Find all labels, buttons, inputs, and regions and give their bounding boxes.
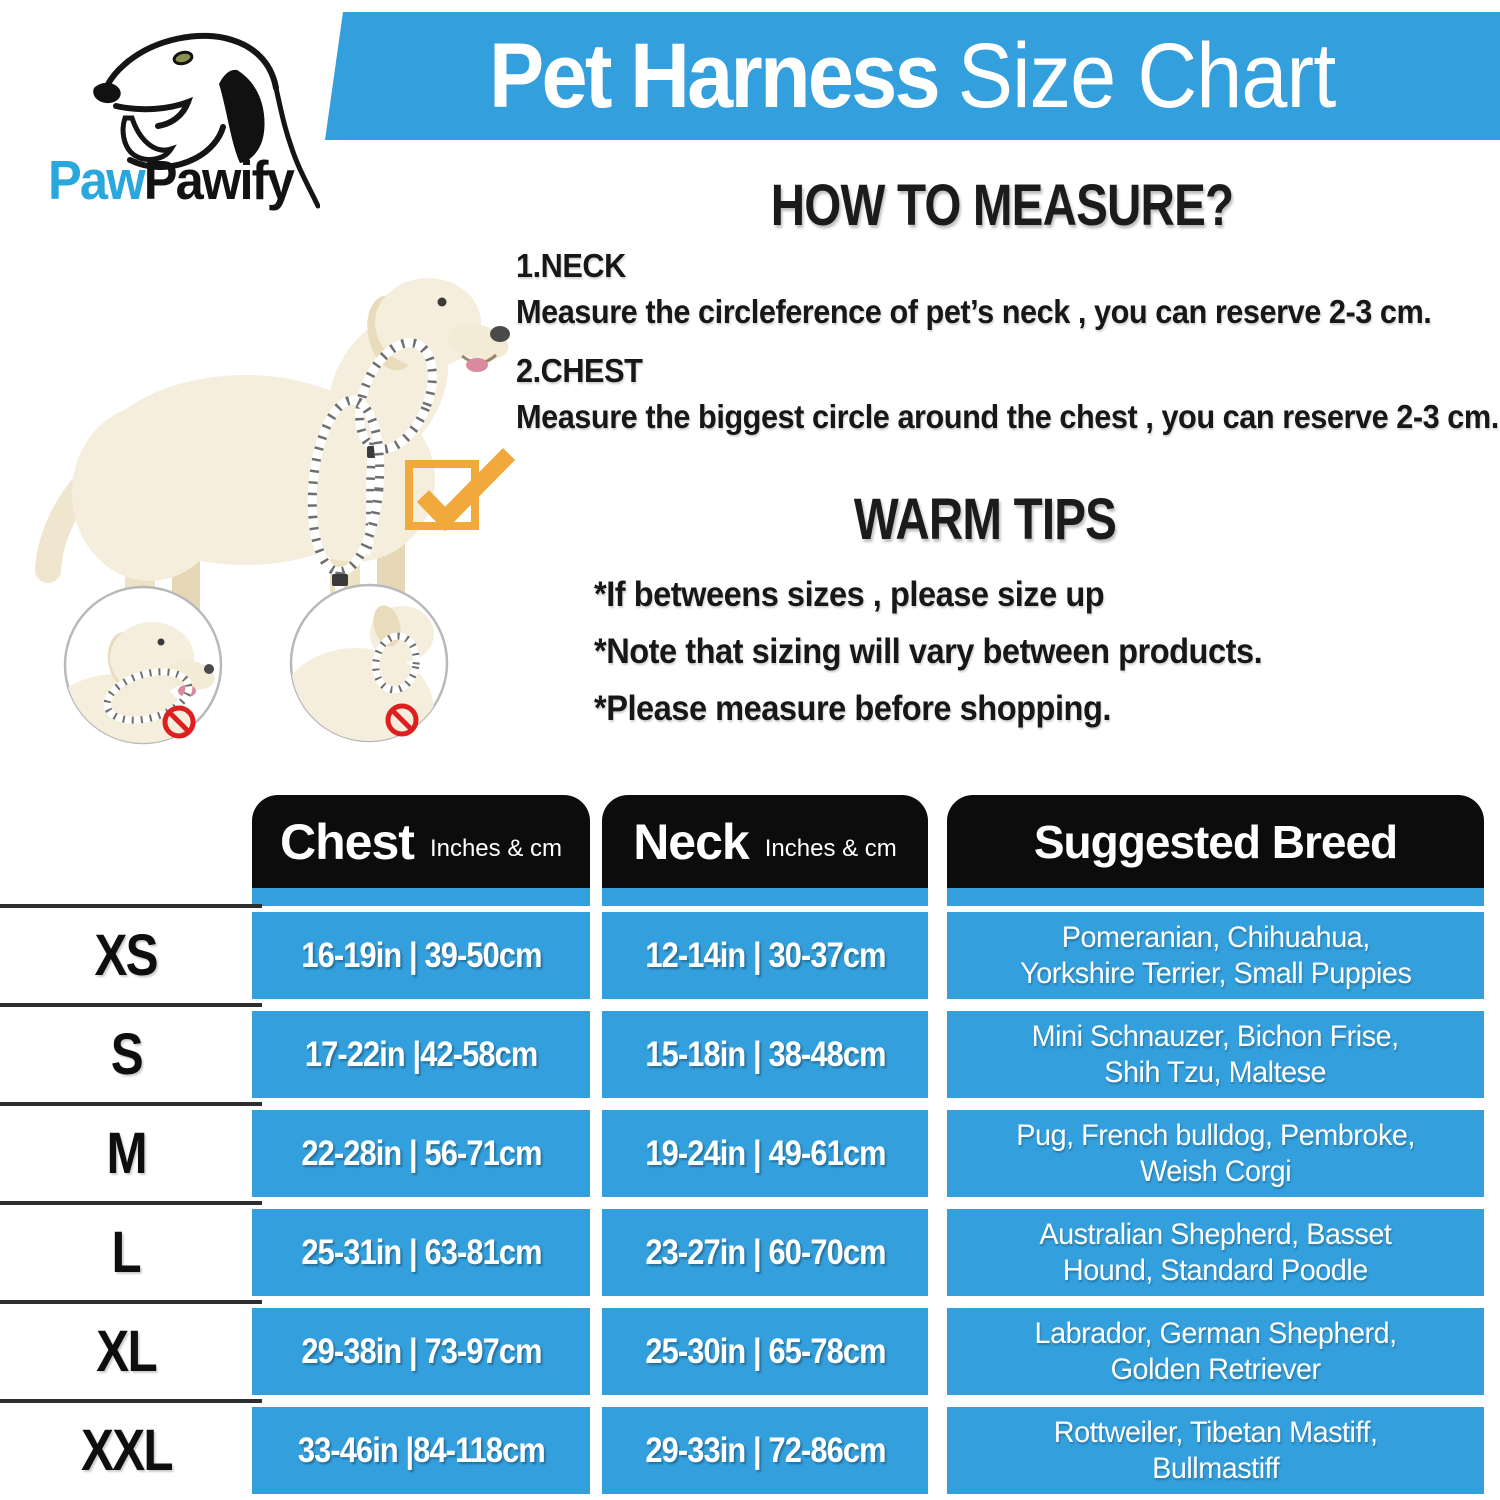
breed-line-1: Australian Shepherd, Basset	[1039, 1218, 1392, 1252]
chest-column-header: Chest Inches & cm	[252, 795, 590, 888]
neck-range: 25-30in | 65-78cm	[644, 1331, 886, 1371]
neck-header-stripe	[602, 888, 928, 906]
table-row-m: M 22-28in | 56-71cm 19-24in | 49-61cm Pu…	[0, 1102, 1500, 1203]
step-neck-text: Measure the circleference of pet’s neck …	[516, 293, 1432, 330]
chest-header-stripe	[252, 888, 590, 906]
neck-range: 23-27in | 60-70cm	[644, 1232, 886, 1272]
breed-line-1: Pomeranian, Chihuahua,	[1061, 921, 1370, 955]
dog-eye	[437, 297, 447, 307]
logo-dog-ear	[219, 69, 265, 163]
size-label: M	[106, 1121, 147, 1186]
suggested-breed: Mini Schnauzer, Bichon Frise, Shih Tzu, M…	[1031, 1019, 1400, 1090]
breed-line-1: Mini Schnauzer, Bichon Frise,	[1031, 1020, 1400, 1054]
table-row-xs: XS 16-19in | 39-50cm 12-14in | 30-37cm P…	[0, 904, 1500, 1005]
neck-range: 12-14in | 30-37cm	[644, 935, 886, 975]
chest-header-title: Chest	[280, 813, 415, 870]
chest-range: 16-19in | 39-50cm	[300, 935, 542, 975]
how-to-measure-heading: HOW TO MEASURE?	[770, 173, 1234, 238]
table-row-l: L 25-31in | 63-81cm 23-27in | 60-70cm Au…	[0, 1201, 1500, 1302]
suggested-breed: Pug, French bulldog, Pembroke, Weish Corg…	[1016, 1118, 1415, 1189]
breed-line-2: Yorkshire Terrier, Small Puppies	[1019, 956, 1412, 990]
wrong-measure-loose-icon	[63, 585, 223, 745]
wrong-measure-tight-icon	[289, 583, 449, 743]
breed-line-2: Hound, Standard Poodle	[1063, 1253, 1368, 1287]
warm-tip-3: *Please measure before shopping.	[594, 689, 1111, 728]
breed-column-header: Suggested Breed	[947, 795, 1484, 888]
page-title-light: Size Chart	[958, 24, 1336, 127]
breed-line-1: Pug, French bulldog, Pembroke,	[1016, 1119, 1415, 1153]
table-row-xxl: XXL 33-46in |84-118cm 29-33in | 72-86cm …	[0, 1399, 1500, 1500]
breed-line-1: Labrador, German Shepherd,	[1034, 1317, 1397, 1351]
dog-nose	[490, 326, 510, 342]
warm-tips-heading: WARM TIPS	[853, 487, 1117, 552]
no-sign-icon	[385, 703, 419, 737]
logo-dog-tongue	[120, 115, 177, 163]
brand-name-paw: Paw	[48, 149, 146, 211]
size-label: XXL	[80, 1418, 173, 1483]
suggested-breed: Australian Shepherd, Basset Hound, Standa…	[1039, 1217, 1392, 1288]
neck-column-header: Neck Inches & cm	[602, 795, 928, 888]
breed-header-title: Suggested Breed	[1033, 815, 1398, 868]
logo-dog-nose	[93, 82, 121, 104]
chest-range: 17-22in |42-58cm	[304, 1034, 538, 1074]
step-chest-label: 2.CHEST	[516, 352, 643, 389]
suggested-breed: Labrador, German Shepherd, Golden Retriev…	[1034, 1316, 1397, 1387]
suggested-breed: Rottweiler, Tibetan Mastiff, Bullmastiff	[1054, 1415, 1378, 1486]
breed-line-2: Bullmastiff	[1151, 1451, 1280, 1485]
brand-name: PawPawify	[48, 148, 295, 212]
size-label: XS	[94, 923, 159, 988]
logo-dog-eye	[172, 50, 194, 66]
chest-range: 22-28in | 56-71cm	[300, 1133, 542, 1173]
chest-header-unit: Inches & cm	[429, 834, 562, 862]
brand-name-pawify: Pawify	[143, 149, 295, 211]
dog-head-logo-icon	[93, 32, 320, 209]
warm-tip-1: *If betweens sizes , please size up	[594, 575, 1105, 614]
table-row-s: S 17-22in |42-58cm 15-18in | 38-48cm Min…	[0, 1003, 1500, 1104]
page-title-bold: Pet Harness	[489, 24, 941, 127]
warm-tip-2: *Note that sizing will vary between prod…	[594, 632, 1263, 671]
chest-range: 29-38in | 73-97cm	[300, 1331, 542, 1371]
no-sign-icon	[162, 705, 196, 739]
breed-line-1: Rottweiler, Tibetan Mastiff,	[1053, 1416, 1378, 1450]
neck-range: 29-33in | 72-86cm	[644, 1430, 886, 1470]
breed-header-stripe	[947, 888, 1484, 906]
neck-header-title: Neck	[633, 813, 750, 870]
header-banner: Pet Harness Size Chart	[325, 12, 1500, 140]
chest-range: 33-46in |84-118cm	[297, 1430, 545, 1470]
size-label: XL	[96, 1319, 157, 1384]
correct-checkmark-icon	[405, 448, 516, 532]
breed-line-2: Golden Retriever	[1110, 1352, 1321, 1386]
size-label: L	[111, 1220, 142, 1285]
step-chest-text: Measure the biggest circle around the ch…	[516, 398, 1499, 435]
table-row-xl: XL 29-38in | 73-97cm 25-30in | 65-78cm L…	[0, 1300, 1500, 1401]
neck-range: 19-24in | 49-61cm	[644, 1133, 886, 1173]
neck-header-unit: Inches & cm	[764, 834, 897, 862]
step-neck-label: 1.NECK	[516, 247, 626, 284]
chest-range: 25-31in | 63-81cm	[300, 1232, 542, 1272]
dog-tongue	[466, 358, 488, 372]
size-label: S	[110, 1022, 143, 1087]
breed-line-2: Weish Corgi	[1139, 1154, 1292, 1188]
breed-line-2: Shih Tzu, Maltese	[1104, 1055, 1327, 1089]
page-title: Pet Harness Size Chart	[489, 24, 1336, 129]
suggested-breed: Pomeranian, Chihuahua, Yorkshire Terrier,…	[1019, 920, 1412, 991]
neck-range: 15-18in | 38-48cm	[644, 1034, 886, 1074]
